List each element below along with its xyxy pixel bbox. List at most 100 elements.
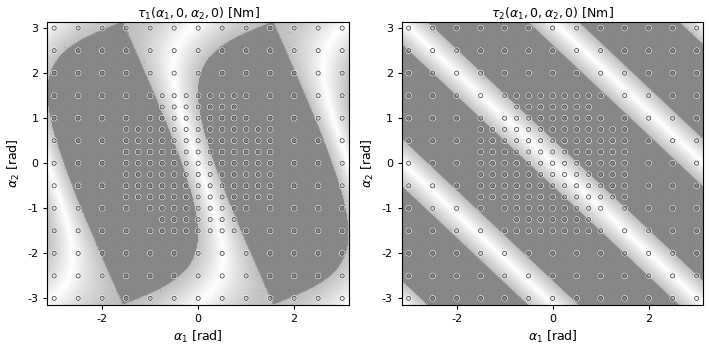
Point xyxy=(169,115,180,121)
Point xyxy=(106,29,118,35)
Point xyxy=(289,93,300,99)
Point xyxy=(74,90,85,95)
Point xyxy=(643,251,654,256)
Point xyxy=(643,183,654,188)
Point xyxy=(145,127,156,132)
Point xyxy=(451,160,462,166)
Point xyxy=(74,151,85,156)
Point xyxy=(559,127,570,132)
Point xyxy=(487,172,498,177)
Point xyxy=(313,138,324,144)
Point xyxy=(477,287,489,292)
Point xyxy=(547,273,558,279)
Point xyxy=(289,70,300,76)
Point xyxy=(619,138,630,144)
Point xyxy=(667,160,679,166)
Point xyxy=(475,273,486,279)
Point xyxy=(145,115,156,121)
Point xyxy=(181,115,192,121)
Point xyxy=(121,160,132,166)
Point xyxy=(192,115,203,121)
Point xyxy=(523,93,535,99)
Point xyxy=(169,172,180,177)
Point xyxy=(138,272,150,277)
Point xyxy=(667,205,679,211)
Point xyxy=(619,48,630,53)
Point xyxy=(427,138,438,144)
Point xyxy=(284,120,295,126)
Point xyxy=(638,151,649,156)
Point xyxy=(403,25,414,31)
Point xyxy=(667,25,679,31)
Point xyxy=(228,183,240,188)
Point xyxy=(583,228,594,234)
Point xyxy=(121,138,132,144)
Point xyxy=(475,228,486,234)
Point xyxy=(691,251,703,256)
Point xyxy=(477,29,489,35)
Point xyxy=(90,90,101,95)
Point xyxy=(133,194,144,200)
Point xyxy=(48,273,60,279)
Point xyxy=(523,183,535,188)
Point xyxy=(145,251,156,256)
Point xyxy=(121,25,132,31)
Point xyxy=(607,194,618,200)
Point xyxy=(595,183,606,188)
Point xyxy=(487,160,498,166)
Point xyxy=(535,115,547,121)
Point xyxy=(547,48,558,53)
Point xyxy=(181,160,192,166)
Point xyxy=(96,48,108,53)
Point xyxy=(313,183,324,188)
Point xyxy=(240,296,252,301)
Point xyxy=(667,160,679,166)
Point xyxy=(583,138,594,144)
Point xyxy=(169,104,180,110)
Point xyxy=(475,48,486,53)
Point xyxy=(583,217,594,222)
Point xyxy=(121,228,132,234)
Point xyxy=(123,75,134,80)
Point xyxy=(590,272,601,277)
Point xyxy=(559,217,570,222)
Point xyxy=(289,205,300,211)
Point xyxy=(192,217,203,222)
Point xyxy=(145,183,156,188)
Point xyxy=(493,287,504,292)
Point xyxy=(121,115,132,121)
Point xyxy=(475,296,486,301)
Point xyxy=(511,115,523,121)
Point xyxy=(187,211,199,217)
Point xyxy=(595,228,606,234)
Point xyxy=(284,196,295,201)
Point xyxy=(264,251,276,256)
Point xyxy=(638,287,649,292)
Point xyxy=(523,251,535,256)
Point xyxy=(643,70,654,76)
Point xyxy=(169,217,180,222)
Point xyxy=(475,273,486,279)
Point xyxy=(638,211,649,217)
Point xyxy=(228,172,240,177)
Point xyxy=(475,138,486,144)
Point xyxy=(216,138,228,144)
Point xyxy=(595,296,606,301)
Point xyxy=(192,70,203,76)
Point xyxy=(547,273,558,279)
Point xyxy=(509,105,520,111)
Point xyxy=(157,183,168,188)
Point xyxy=(204,205,216,211)
Point xyxy=(559,149,570,155)
Point xyxy=(169,115,180,121)
Point xyxy=(493,29,504,35)
Point xyxy=(284,166,295,171)
Point xyxy=(638,272,649,277)
Y-axis label: $\alpha_2$ [rad]: $\alpha_2$ [rad] xyxy=(360,138,376,188)
Point xyxy=(157,127,168,132)
Point xyxy=(547,93,558,99)
Point xyxy=(427,183,438,188)
Point xyxy=(671,45,682,50)
Point xyxy=(643,296,654,301)
Point xyxy=(264,93,276,99)
